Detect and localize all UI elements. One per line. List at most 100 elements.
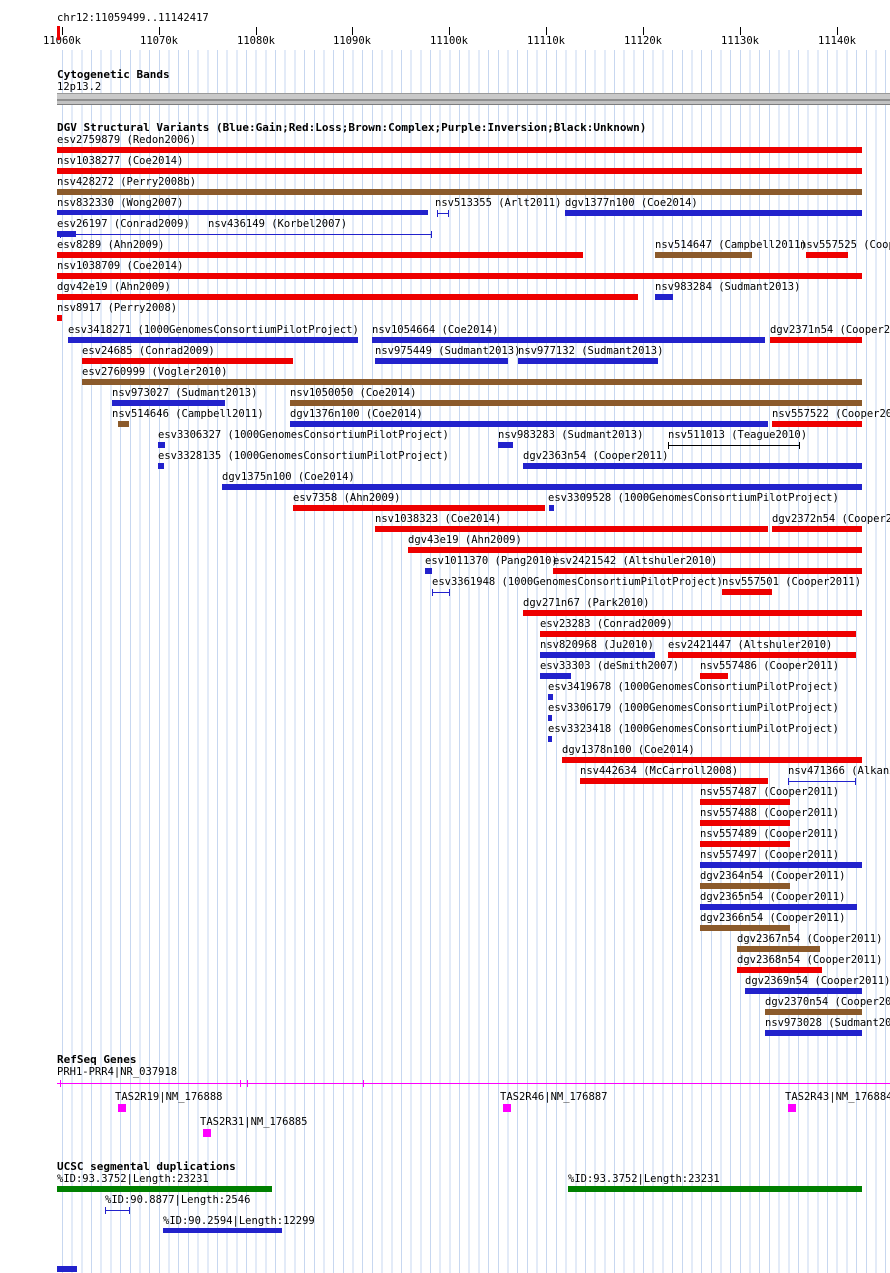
variant-bar[interactable]: [293, 505, 545, 511]
variant-bar[interactable]: [745, 988, 862, 994]
variant-label[interactable]: dgv2371n54 (Cooper2011): [770, 324, 890, 336]
variant-label[interactable]: nsv1038277 (Coe2014): [57, 155, 184, 167]
variant-bar[interactable]: [700, 841, 790, 847]
variant-label[interactable]: dgv2368n54 (Cooper2011): [737, 954, 883, 966]
variant-label[interactable]: nsv1038323 (Coe2014): [375, 513, 502, 525]
variant-label[interactable]: nsv1050050 (Coe2014): [290, 387, 417, 399]
variant-label[interactable]: nsv557488 (Cooper2011): [700, 807, 840, 819]
variant-label[interactable]: esv33303 (deSmith2007): [540, 660, 680, 672]
variant-label[interactable]: esv7358 (Ahn2009): [293, 492, 401, 504]
variant-label[interactable]: dgv2364n54 (Cooper2011): [700, 870, 846, 882]
variant-label[interactable]: esv2421447 (Altshuler2010): [668, 639, 833, 651]
variant-label[interactable]: nsv832330 (Wong2007): [57, 197, 184, 209]
variant-bar[interactable]: [290, 400, 862, 406]
gene-marker[interactable]: [788, 1104, 796, 1112]
variant-label[interactable]: nsv820968 (Ju2010): [540, 639, 654, 651]
variant-label[interactable]: nsv557525 (Cooper2011): [800, 239, 890, 251]
variant-bar[interactable]: [523, 463, 862, 469]
variant-bar[interactable]: [668, 652, 856, 658]
variant-bar[interactable]: [290, 421, 768, 427]
variant-label[interactable]: nsv977132 (Sudmant2013): [518, 345, 664, 357]
variant-bar[interactable]: [523, 610, 862, 616]
variant-label[interactable]: esv3361948 (1000GenomesConsortiumPilotPr…: [432, 576, 723, 588]
variant-label[interactable]: nsv557501 (Cooper2011): [722, 576, 862, 588]
variant-label[interactable]: esv26197 (Conrad2009): [57, 218, 190, 230]
variant-bar[interactable]: [562, 757, 862, 763]
variant-label[interactable]: esv1011370 (Pang2010): [425, 555, 558, 567]
variant-label[interactable]: nsv511013 (Teague2010): [668, 429, 808, 441]
variant-bar[interactable]: [788, 777, 856, 786]
variant-label[interactable]: nsv513355 (Arlt2011): [435, 197, 562, 209]
variant-label[interactable]: esv3418271 (1000GenomesConsortiumPilotPr…: [68, 324, 359, 336]
variant-label[interactable]: nsv973028 (Sudmant2013): [765, 1017, 890, 1029]
variant-label[interactable]: esv3306327 (1000GenomesConsortiumPilotPr…: [158, 429, 449, 441]
variant-bar[interactable]: [158, 442, 165, 448]
variant-label[interactable]: dgv2370n54 (Cooper2011): [765, 996, 890, 1008]
variant-label[interactable]: nsv514647 (Campbell2011): [655, 239, 807, 251]
variant-bar[interactable]: [57, 252, 583, 258]
gene-marker[interactable]: [118, 1104, 126, 1112]
variant-bar[interactable]: [425, 568, 432, 574]
variant-label[interactable]: nsv557522 (Cooper2011): [772, 408, 890, 420]
variant-bar[interactable]: [668, 441, 800, 450]
variant-bar[interactable]: [765, 1009, 862, 1015]
variant-bar[interactable]: [540, 652, 655, 658]
variant-label[interactable]: dgv2365n54 (Cooper2011): [700, 891, 846, 903]
variant-bar[interactable]: [553, 568, 862, 574]
variant-label[interactable]: nsv428272 (Perry2008b): [57, 176, 197, 188]
variant-label[interactable]: nsv514646 (Campbell2011): [112, 408, 264, 420]
variant-bar[interactable]: [57, 294, 638, 300]
variant-bar[interactable]: [375, 526, 768, 532]
segdup-label[interactable]: %ID:93.3752|Length:23231: [57, 1173, 209, 1185]
segdup-bar[interactable]: [568, 1186, 862, 1192]
variant-bar[interactable]: [770, 337, 862, 343]
variant-bar[interactable]: [57, 210, 428, 215]
variant-label[interactable]: dgv43e19 (Ahn2009): [408, 534, 522, 546]
variant-label[interactable]: dgv2369n54 (Cooper2011): [745, 975, 890, 987]
variant-label[interactable]: nsv436149 (Korbel2007): [208, 218, 348, 230]
variant-bar[interactable]: [68, 337, 358, 343]
variant-bar[interactable]: [408, 547, 862, 553]
variant-bar[interactable]: [540, 631, 856, 637]
variant-bar[interactable]: [112, 400, 225, 406]
variant-label[interactable]: nsv1054664 (Coe2014): [372, 324, 499, 336]
variant-label[interactable]: nsv557487 (Cooper2011): [700, 786, 840, 798]
variant-bar[interactable]: [772, 421, 862, 427]
variant-label[interactable]: nsv442634 (McCarroll2008): [580, 765, 739, 777]
segdup-bar[interactable]: [163, 1228, 282, 1233]
variant-label[interactable]: nsv557486 (Cooper2011): [700, 660, 840, 672]
variant-bar[interactable]: [772, 526, 862, 532]
variant-label[interactable]: nsv983283 (Sudmant2013): [498, 429, 644, 441]
variant-label[interactable]: esv3328135 (1000GenomesConsortiumPilotPr…: [158, 450, 449, 462]
variant-label[interactable]: nsv973027 (Sudmant2013): [112, 387, 258, 399]
variant-label[interactable]: dgv1375n100 (Coe2014): [222, 471, 355, 483]
variant-bar[interactable]: [700, 925, 790, 931]
gene-label[interactable]: TAS2R43|NM_176884: [785, 1091, 890, 1103]
variant-bar[interactable]: [498, 442, 513, 448]
variant-label[interactable]: dgv1376n100 (Coe2014): [290, 408, 423, 420]
variant-bar[interactable]: [700, 673, 728, 679]
variant-label[interactable]: dgv271n67 (Park2010): [523, 597, 650, 609]
variant-bar[interactable]: [700, 862, 862, 868]
variant-bar[interactable]: [565, 210, 862, 216]
variant-bar[interactable]: [548, 715, 552, 721]
variant-bar[interactable]: [548, 694, 553, 700]
gene-marker[interactable]: [203, 1129, 211, 1137]
variant-bar[interactable]: [222, 484, 862, 490]
variant-label[interactable]: dgv2366n54 (Cooper2011): [700, 912, 846, 924]
variant-bar[interactable]: [700, 883, 790, 889]
segdup-bar[interactable]: [57, 1266, 77, 1272]
variant-label[interactable]: nsv975449 (Sudmant2013): [375, 345, 521, 357]
variant-label[interactable]: dgv2372n54 (Cooper2011): [772, 513, 890, 525]
segdup-bar[interactable]: [105, 1206, 130, 1215]
variant-label[interactable]: nsv471366 (Alkan2009): [788, 765, 890, 777]
variant-bar[interactable]: [57, 147, 862, 153]
variant-bar[interactable]: [655, 252, 752, 258]
variant-bar[interactable]: [82, 358, 293, 364]
variant-bar[interactable]: [375, 358, 508, 364]
refseq-transcript-label[interactable]: PRH1-PRR4|NR_037918: [57, 1066, 178, 1078]
gene-label[interactable]: TAS2R46|NM_176887: [500, 1091, 608, 1103]
variant-label[interactable]: esv24685 (Conrad2009): [82, 345, 215, 357]
variant-label[interactable]: esv23283 (Conrad2009): [540, 618, 673, 630]
variant-label[interactable]: dgv1378n100 (Coe2014): [562, 744, 695, 756]
